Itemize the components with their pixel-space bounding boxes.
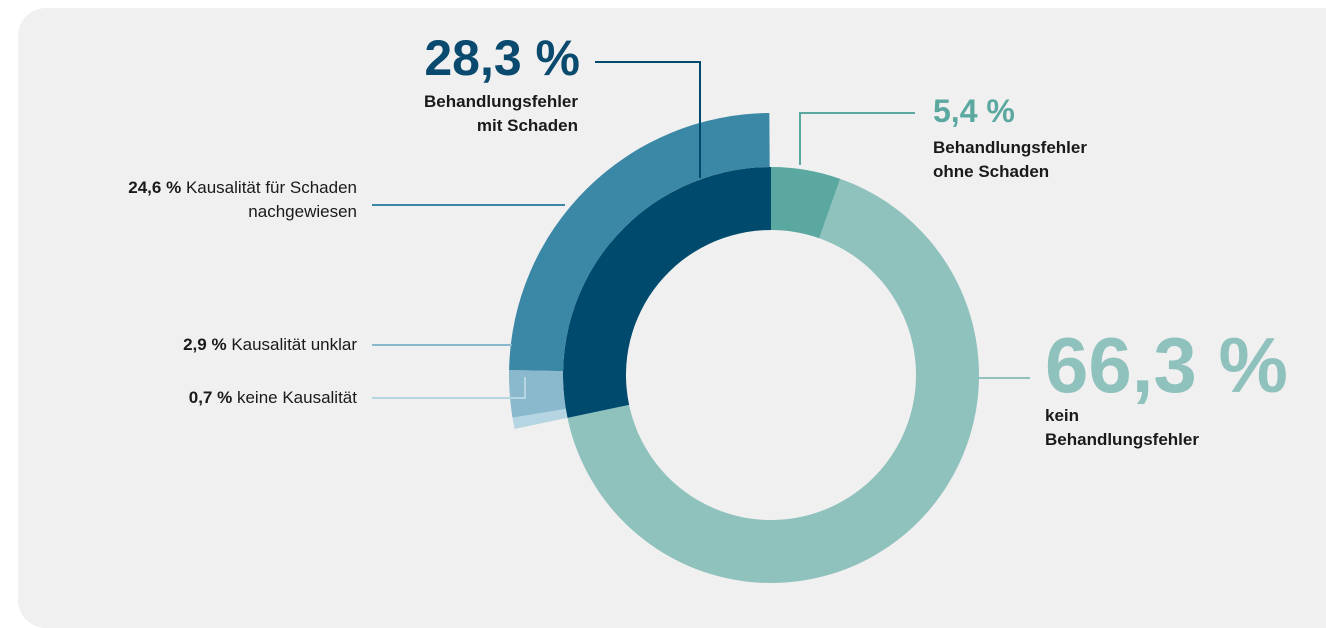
donut-segment — [512, 408, 568, 429]
value-label: 0,7 % — [188, 388, 233, 407]
category-label: Behandlungsfehler ohne Schaden — [933, 138, 1087, 181]
leader-line — [372, 377, 526, 399]
leader-line — [595, 61, 701, 178]
value-label: 5,4 % — [933, 93, 1015, 129]
category-label: Kausalität unklar — [231, 335, 357, 354]
category-label: keine Kausalität — [236, 388, 357, 407]
outer-label: 24,6 % Kausalität für Schaden nachgewies… — [127, 176, 357, 224]
category-label: kein Behandlungsfehler — [1045, 406, 1199, 449]
value-label: 2,9 % — [183, 335, 227, 354]
donut-segment — [563, 167, 771, 418]
value-label: 24,6 % — [128, 178, 182, 197]
outer-label: 0,7 % keine Kausalität — [57, 386, 357, 410]
donut-segment — [509, 113, 770, 372]
donut-segment — [567, 178, 979, 583]
category-label: Behandlungsfehler mit Schaden — [424, 92, 578, 135]
leader-line — [799, 112, 915, 165]
value-label: 66,3 % — [1045, 321, 1288, 409]
outer-label: 2,9 % Kausalität unklar — [57, 333, 357, 357]
value-label: 28,3 % — [424, 30, 580, 86]
chart — [372, 61, 1030, 583]
donut-segment — [508, 370, 566, 418]
category-label: Kausalität für Schaden nachgewiesen — [185, 178, 357, 221]
donut-segment — [771, 167, 841, 239]
page: 28,3 % Behandlungsfehler mit Schaden 5,4… — [18, 8, 1326, 628]
leader-lines — [372, 61, 1030, 399]
